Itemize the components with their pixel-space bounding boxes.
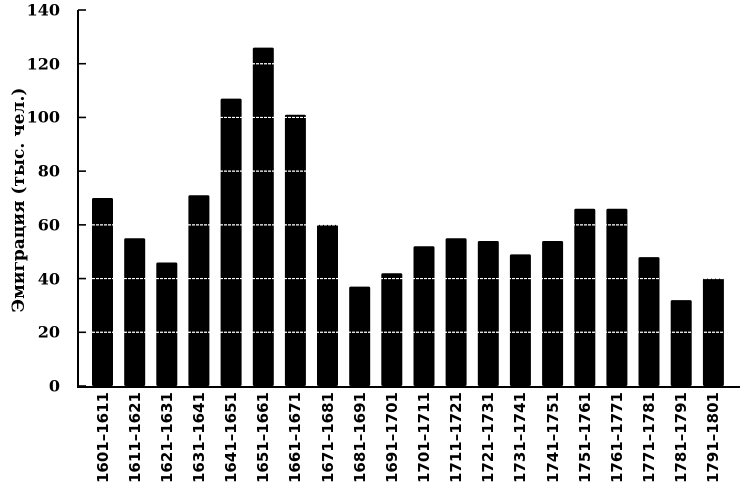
x-tick-label: 1681–1691 <box>350 392 369 483</box>
y-tick-label: 140 <box>26 0 60 20</box>
y-ticks <box>78 9 86 387</box>
bar-1711–1721 <box>445 238 467 386</box>
y-tick-label: 100 <box>26 107 60 127</box>
y-tick-label: 80 <box>37 161 60 181</box>
x-tick-label: 1661–1671 <box>286 392 305 483</box>
x-tick-label: 1671–1681 <box>318 392 337 483</box>
bar-1741–1751 <box>542 241 564 386</box>
y-tick-label: 40 <box>37 269 60 289</box>
x-tick-label: 1641–1651 <box>222 392 241 483</box>
x-tick-label: 1711–1721 <box>447 392 466 483</box>
y-tick-label: 60 <box>37 215 60 235</box>
bar-1611–1621 <box>124 238 146 386</box>
y-tick-label: 120 <box>26 54 60 74</box>
bar-1651–1661 <box>252 47 274 386</box>
bar-1761–1771 <box>606 208 628 386</box>
x-tick-label: 1731–1741 <box>511 392 530 483</box>
x-tick-label: 1691–1701 <box>382 392 401 483</box>
x-tick-label: 1601–1611 <box>93 392 112 483</box>
x-tick-label: 1631–1641 <box>189 392 208 483</box>
grid-lines <box>80 63 740 333</box>
x-tick-label: 1721–1731 <box>479 392 498 483</box>
bar-1731–1741 <box>509 254 531 386</box>
bar-1661–1671 <box>284 114 306 386</box>
x-tick-label: 1761–1771 <box>607 392 626 483</box>
bar-1721–1731 <box>477 241 499 386</box>
x-tick-label: 1751–1761 <box>575 392 594 483</box>
bar-1631–1641 <box>188 195 210 386</box>
y-tick-label: 20 <box>37 322 60 342</box>
bar-1681–1691 <box>349 286 371 386</box>
x-tick-label: 1791–1801 <box>704 392 723 483</box>
bar-1781–1791 <box>670 300 692 386</box>
bars-group <box>92 47 724 386</box>
y-tick-label: 0 <box>48 376 60 396</box>
bar-1691–1701 <box>381 273 403 386</box>
bar-1751–1761 <box>574 208 596 386</box>
bar-1641–1651 <box>220 98 242 386</box>
bar-1621–1631 <box>156 262 178 386</box>
x-tick-label: 1611–1621 <box>125 392 144 483</box>
x-tick-label: 1651–1661 <box>254 392 273 483</box>
x-tick-label: 1741–1751 <box>543 392 562 483</box>
x-tick-label: 1771–1781 <box>640 392 659 483</box>
x-tick-label: 1701–1711 <box>415 392 433 483</box>
bar-1701–1711 <box>413 246 435 386</box>
bar-1601–1611 <box>92 198 113 386</box>
x-tick-label: 1781–1791 <box>672 392 691 483</box>
bar-1671–1681 <box>317 224 338 386</box>
bar-1771–1781 <box>638 257 660 386</box>
x-tick-label: 1621–1631 <box>157 392 176 483</box>
